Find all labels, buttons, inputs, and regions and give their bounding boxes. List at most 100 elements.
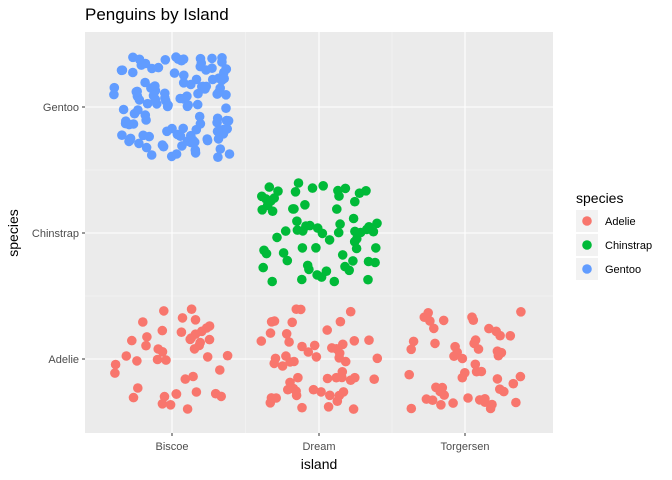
y-tick-label: Gentoo: [43, 102, 79, 114]
data-point-chinstrap: [348, 213, 359, 224]
data-point-gentoo: [221, 90, 231, 100]
data-point-adelie: [157, 325, 168, 336]
data-point-adelie: [505, 331, 516, 341]
data-point-adelie: [142, 332, 152, 342]
data-point-chinstrap: [335, 219, 345, 229]
data-point-adelie: [470, 335, 481, 345]
data-point-gentoo: [160, 88, 170, 99]
data-point-chinstrap: [321, 266, 332, 277]
data-point-gentoo: [183, 100, 193, 110]
data-point-adelie: [323, 402, 334, 412]
data-point-adelie: [159, 306, 169, 316]
data-point-chinstrap: [300, 200, 310, 210]
data-point-adelie: [492, 374, 503, 384]
data-point-chinstrap: [290, 187, 301, 197]
data-point-adelie: [269, 316, 280, 326]
data-point-gentoo: [133, 105, 143, 115]
x-axis-title: island: [301, 456, 338, 472]
data-point-adelie: [480, 397, 490, 408]
data-point-adelie: [429, 323, 439, 334]
data-point-gentoo: [173, 54, 184, 64]
data-point-adelie: [348, 404, 359, 414]
legend-title: species: [576, 190, 623, 206]
data-point-adelie: [345, 306, 356, 317]
data-point-chinstrap: [352, 234, 362, 244]
data-point-gentoo: [109, 89, 119, 100]
data-point-chinstrap: [302, 260, 313, 271]
data-point-adelie: [427, 395, 438, 406]
data-point-chinstrap: [293, 178, 304, 188]
data-point-gentoo: [196, 58, 207, 68]
data-point-gentoo: [221, 103, 231, 113]
data-point-chinstrap: [297, 274, 307, 285]
data-point-chinstrap: [329, 276, 340, 287]
data-point-gentoo: [132, 86, 142, 97]
data-point-chinstrap: [292, 216, 302, 226]
data-point-adelie: [316, 387, 326, 397]
data-point-chinstrap: [272, 232, 282, 243]
data-point-gentoo: [169, 68, 180, 78]
data-point-adelie: [291, 386, 301, 397]
data-point-chinstrap: [288, 204, 298, 214]
data-point-adelie: [297, 341, 307, 352]
data-point-gentoo: [125, 133, 136, 144]
data-point-adelie: [265, 328, 276, 338]
data-point-gentoo: [140, 110, 151, 120]
data-point-chinstrap: [318, 181, 329, 191]
data-point-adelie: [191, 387, 202, 397]
x-tick-label: Dream: [302, 441, 335, 453]
data-point-chinstrap: [311, 243, 321, 253]
data-points: [109, 52, 526, 414]
data-point-gentoo: [202, 135, 213, 146]
data-point-adelie: [325, 390, 335, 401]
data-point-gentoo: [140, 77, 150, 88]
data-point-chinstrap: [280, 226, 291, 236]
data-point-adelie: [473, 344, 484, 354]
data-point-adelie: [463, 393, 473, 403]
data-point-gentoo: [117, 65, 128, 75]
data-point-adelie: [161, 355, 171, 365]
data-point-adelie: [338, 339, 348, 350]
data-point-gentoo: [224, 149, 235, 159]
data-point-gentoo: [118, 104, 129, 115]
legend-key-gentoo: [582, 264, 592, 274]
data-point-gentoo: [134, 54, 145, 65]
data-point-gentoo: [117, 130, 127, 140]
data-point-gentoo: [158, 141, 169, 152]
data-point-gentoo: [219, 73, 229, 84]
data-point-adelie: [152, 354, 163, 365]
data-point-adelie: [303, 347, 314, 357]
y-axis-ticks: Adelie Chinstrap Gentoo: [32, 102, 85, 366]
data-point-adelie: [516, 307, 526, 317]
data-point-adelie: [308, 384, 319, 395]
data-point-adelie: [430, 338, 440, 349]
data-point-adelie: [491, 326, 502, 337]
data-point-chinstrap: [312, 223, 323, 233]
data-point-gentoo: [213, 152, 223, 162]
data-point-gentoo: [171, 149, 182, 159]
data-point-chinstrap: [261, 248, 272, 259]
data-point-adelie: [133, 383, 143, 393]
data-point-adelie: [327, 343, 337, 353]
data-point-adelie: [159, 391, 170, 402]
data-point-adelie: [408, 336, 419, 347]
data-point-gentoo: [128, 67, 138, 78]
data-point-adelie: [256, 336, 267, 346]
data-point-adelie: [189, 344, 200, 354]
data-point-gentoo: [217, 57, 227, 67]
data-point-gentoo: [194, 111, 205, 122]
data-point-chinstrap: [361, 186, 371, 196]
legend-label: Adelie: [605, 216, 636, 228]
data-point-adelie: [132, 356, 142, 366]
data-point-chinstrap: [350, 196, 360, 207]
data-point-adelie: [186, 304, 197, 315]
data-point-adelie: [281, 329, 292, 339]
data-point-adelie: [457, 353, 468, 364]
data-point-adelie: [449, 351, 459, 362]
data-point-adelie: [404, 369, 415, 380]
data-point-adelie: [406, 403, 417, 414]
data-point-chinstrap: [340, 183, 351, 194]
data-point-adelie: [215, 365, 225, 375]
data-point-gentoo: [212, 126, 223, 137]
